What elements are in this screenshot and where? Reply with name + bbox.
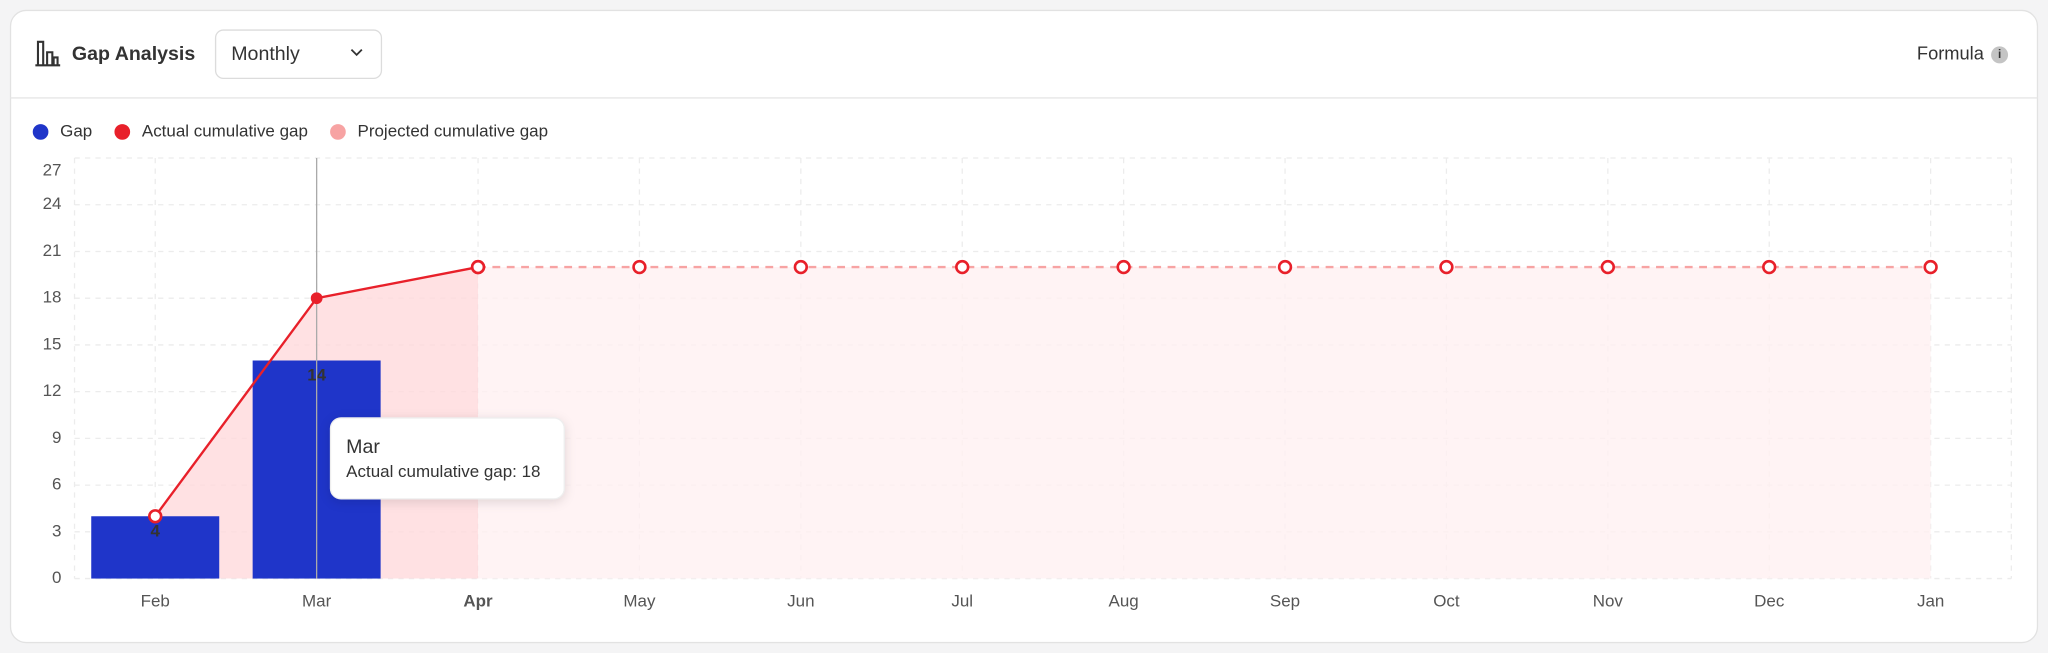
tooltip-text: Actual cumulative gap: 18 [346,462,540,481]
chart-icon [35,40,61,67]
x-tick-label: May [623,592,656,611]
formula-link[interactable]: Formula [1917,43,1985,64]
x-tick-label: Feb [141,592,170,611]
bar-value-label: 4 [151,521,161,540]
x-tick-label: Jul [951,592,973,611]
period-label[interactable]: Monthly [231,43,300,65]
x-tick-label: Jan [1917,592,1944,611]
y-tick-label: 9 [52,428,61,447]
dropdown-chevron [350,48,363,57]
info-icon[interactable] [1991,46,2009,64]
y-tick-label: 15 [43,334,62,353]
point [1439,259,1454,275]
point [1762,259,1777,275]
legend-label: Actual cumulative gap [142,121,308,140]
y-tick-label: 12 [43,381,62,400]
point [793,259,809,275]
y-tick-label: 6 [52,475,61,494]
y-tick-label: 21 [43,241,62,260]
x-tick-label: Aug [1109,592,1139,611]
x-tick-label: Oct [1433,592,1460,611]
area [478,267,1931,579]
legend-dot [32,124,49,140]
tooltip-title: Mar [346,436,380,458]
y-tick-label: 27 [43,161,62,180]
y-tick-label: 18 [43,288,62,307]
point [955,259,970,275]
legend-label: Gap [60,121,92,140]
legend-dot [114,124,131,140]
y-tick-label: 24 [43,194,62,213]
x-tick-label: Mar [302,592,332,611]
point [310,292,323,305]
point [1600,259,1616,275]
x-tick-label: Sep [1270,592,1300,611]
period-dropdown[interactable] [214,29,383,80]
x-tick-label: Apr [463,592,493,611]
x-tick-label: Nov [1593,592,1624,611]
point [470,259,486,275]
legend-label: Projected cumulative gap [358,121,549,140]
tooltip [329,417,565,500]
title: Gap Analysis [72,43,195,65]
point [1116,259,1131,275]
point [148,509,163,524]
y-tick-label: 3 [52,521,61,540]
x-tick-label: Dec [1754,592,1785,611]
legend-dot [330,124,346,140]
x-tick-label: Jun [787,592,814,611]
y-tick-label: 0 [52,568,61,587]
point [1277,259,1293,275]
point [632,259,647,275]
info-icon-glyph: i [1998,48,2001,61]
point [1923,259,1938,275]
bar [91,516,220,579]
